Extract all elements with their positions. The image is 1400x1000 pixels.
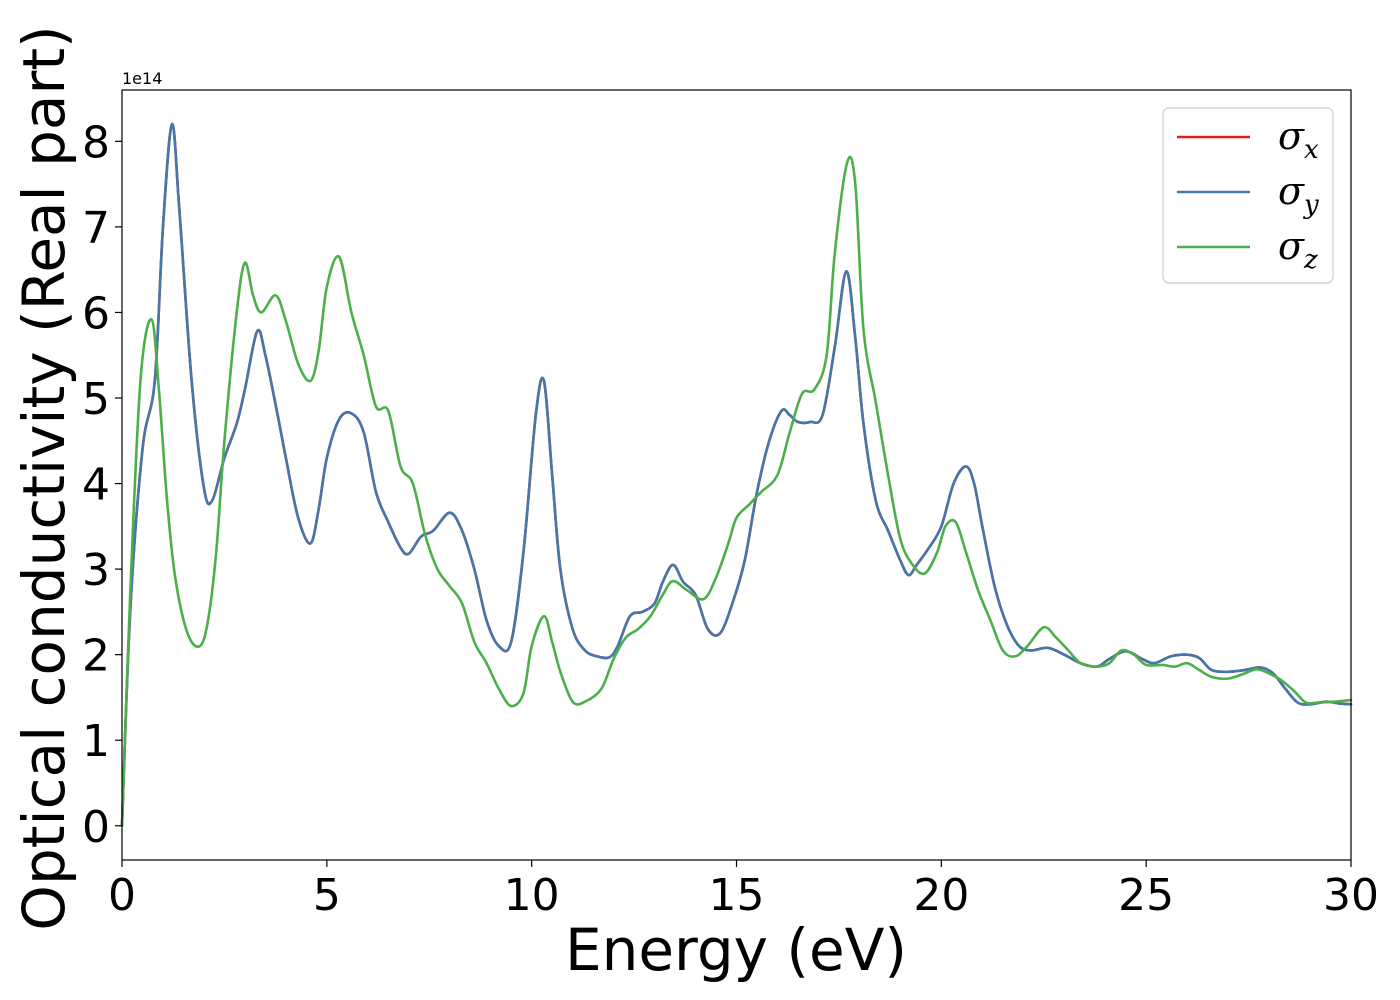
y-tick-label: 1 [82, 716, 110, 767]
x-tick-label: 0 [108, 870, 136, 921]
y-axis: 0 1 2 3 4 5 6 7 8 [82, 117, 122, 853]
y-tick-label: 2 [82, 631, 110, 682]
x-tick-label: 10 [504, 870, 560, 921]
y-axis-title: Optical conductivity (Real part) [10, 25, 78, 930]
y-tick-label: 8 [82, 117, 110, 168]
legend-subscript: x [1304, 135, 1319, 165]
x-axis: 0 5 10 15 20 25 30 [108, 860, 1379, 921]
series-line-z [120, 155, 1353, 828]
x-tick-label: 15 [709, 870, 765, 921]
y-tick-label: 3 [82, 545, 110, 596]
legend-label-z: σz [1278, 224, 1318, 275]
series-layer [120, 122, 1353, 828]
legend-symbol: σ [1278, 169, 1305, 213]
legend-box [1162, 107, 1334, 284]
x-tick-label: 30 [1323, 870, 1379, 921]
y-tick-label: 6 [82, 288, 110, 339]
legend-symbol: σ [1278, 114, 1305, 158]
x-tick-label: 25 [1118, 870, 1174, 921]
x-tick-label: 20 [913, 870, 969, 921]
y-tick-label: 7 [82, 203, 110, 254]
legend-subscript: z [1303, 245, 1318, 275]
y-offset-label: 1e14 [122, 69, 162, 88]
plot-area [120, 89, 1353, 861]
x-tick-label: 5 [313, 870, 341, 921]
y-tick-label: 4 [82, 460, 110, 511]
y-tick-label: 0 [82, 802, 110, 853]
legend-label-x: σx [1278, 114, 1319, 165]
x-axis-title: Energy (eV) [565, 916, 907, 984]
y-tick-label: 5 [82, 374, 110, 425]
plot-background [122, 90, 1351, 860]
legend-subscript: y [1303, 190, 1319, 220]
legend-label-y: σy [1278, 169, 1319, 220]
legend-symbol: σ [1278, 224, 1305, 268]
